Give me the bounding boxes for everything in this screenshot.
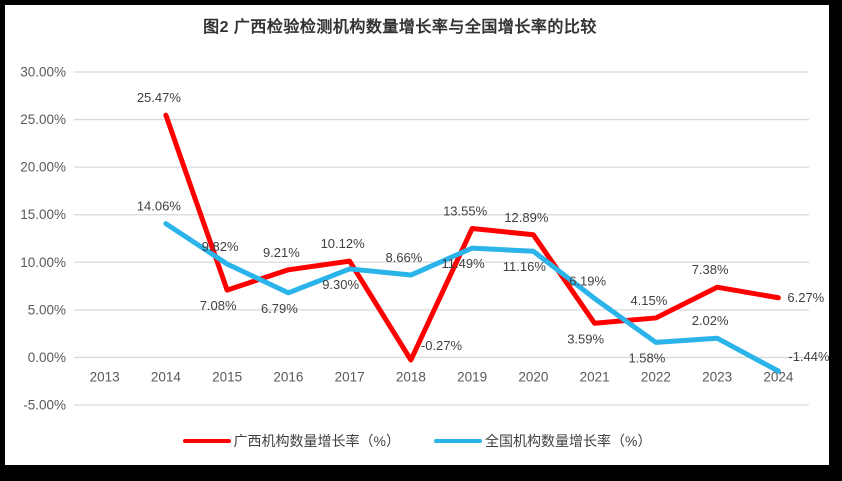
data-label: 11.49%: [442, 256, 486, 271]
x-axis-tick-label: 2023: [702, 369, 732, 384]
chart-title: 图2 广西检验检测机构数量增长率与全国增长率的比较: [203, 19, 597, 36]
y-axis-tick-label: 5.00%: [28, 302, 66, 317]
y-axis-tick-label: 25.00%: [20, 112, 66, 127]
legend: 广西机构数量增长率（%） 全国机构数量增长率（%）: [5, 431, 829, 451]
x-axis-tick-label: 2021: [580, 369, 610, 384]
data-label: 11.16%: [503, 259, 547, 274]
legend-label-guangxi: 广西机构数量增长率（%）: [233, 433, 400, 449]
data-label: 6.27%: [787, 290, 824, 305]
data-label: 6.79%: [261, 301, 298, 316]
x-axis-tick-label: 2020: [518, 369, 548, 384]
data-label: 6.19%: [569, 274, 606, 289]
data-label: 9.82%: [202, 239, 239, 254]
data-label: 4.15%: [630, 293, 667, 308]
line-chart-plot-area: 30.00% 25.00% 20.00% 15.00% 10.00% 5.00% 0.00%…: [20, 65, 829, 413]
data-label: 9.30%: [322, 277, 359, 292]
x-axis-tick-label: 2017: [335, 369, 365, 384]
y-axis-tick-label: 30.00%: [20, 65, 66, 80]
x-axis-tick-label: 2019: [457, 369, 487, 384]
y-axis-tick-label: 0.00%: [28, 350, 66, 365]
x-axis-tick-label: 2022: [641, 369, 671, 384]
data-label: 8.66%: [385, 250, 422, 265]
legend-line-guangxi-icon: [182, 438, 231, 444]
x-axis-tick-label: 2018: [396, 369, 426, 384]
x-axis-tick-label: 2015: [212, 369, 242, 384]
legend-item-guangxi[interactable]: 广西机构数量增长率（%）: [182, 431, 400, 451]
data-label: 7.38%: [692, 262, 729, 277]
legend-item-national[interactable]: 全国机构数量增长率（%）: [434, 431, 651, 451]
series-line-0: [163, 112, 781, 363]
data-label: 3.59%: [567, 331, 604, 346]
data-label: 9.21%: [263, 245, 300, 260]
data-label: 25.47%: [137, 90, 182, 105]
series-line-1: [163, 221, 781, 374]
legend-line-national-icon: [434, 438, 482, 444]
x-axis-tick-label: 2024: [763, 369, 794, 384]
data-label: 1.58%: [628, 350, 665, 365]
y-axis-tick-label: 20.00%: [20, 160, 66, 175]
x-axis-tick-label: 2014: [151, 369, 182, 384]
data-label: 12.89%: [504, 210, 549, 225]
data-label: 7.08%: [200, 298, 237, 313]
data-label: -0.27%: [421, 338, 463, 353]
data-label: 13.55%: [443, 204, 488, 219]
chart-canvas: 图2 广西检验检测机构数量增长率与全国增长率的比较 30.00% 25.00% 20…: [5, 5, 829, 465]
data-label: 14.06%: [137, 199, 182, 214]
data-label: 10.12%: [321, 236, 366, 251]
data-label: -1.44%: [788, 349, 829, 364]
y-axis-tick-label: -5.00%: [23, 398, 66, 413]
x-axis-tick-label: 2013: [90, 369, 120, 384]
y-axis-tick-label: 10.00%: [20, 255, 66, 270]
y-axis-tick-label: 15.00%: [20, 207, 66, 222]
legend-label-national: 全国机构数量增长率（%）: [485, 433, 652, 449]
x-axis-tick-label: 2016: [273, 369, 303, 384]
data-label: 2.02%: [692, 313, 729, 328]
